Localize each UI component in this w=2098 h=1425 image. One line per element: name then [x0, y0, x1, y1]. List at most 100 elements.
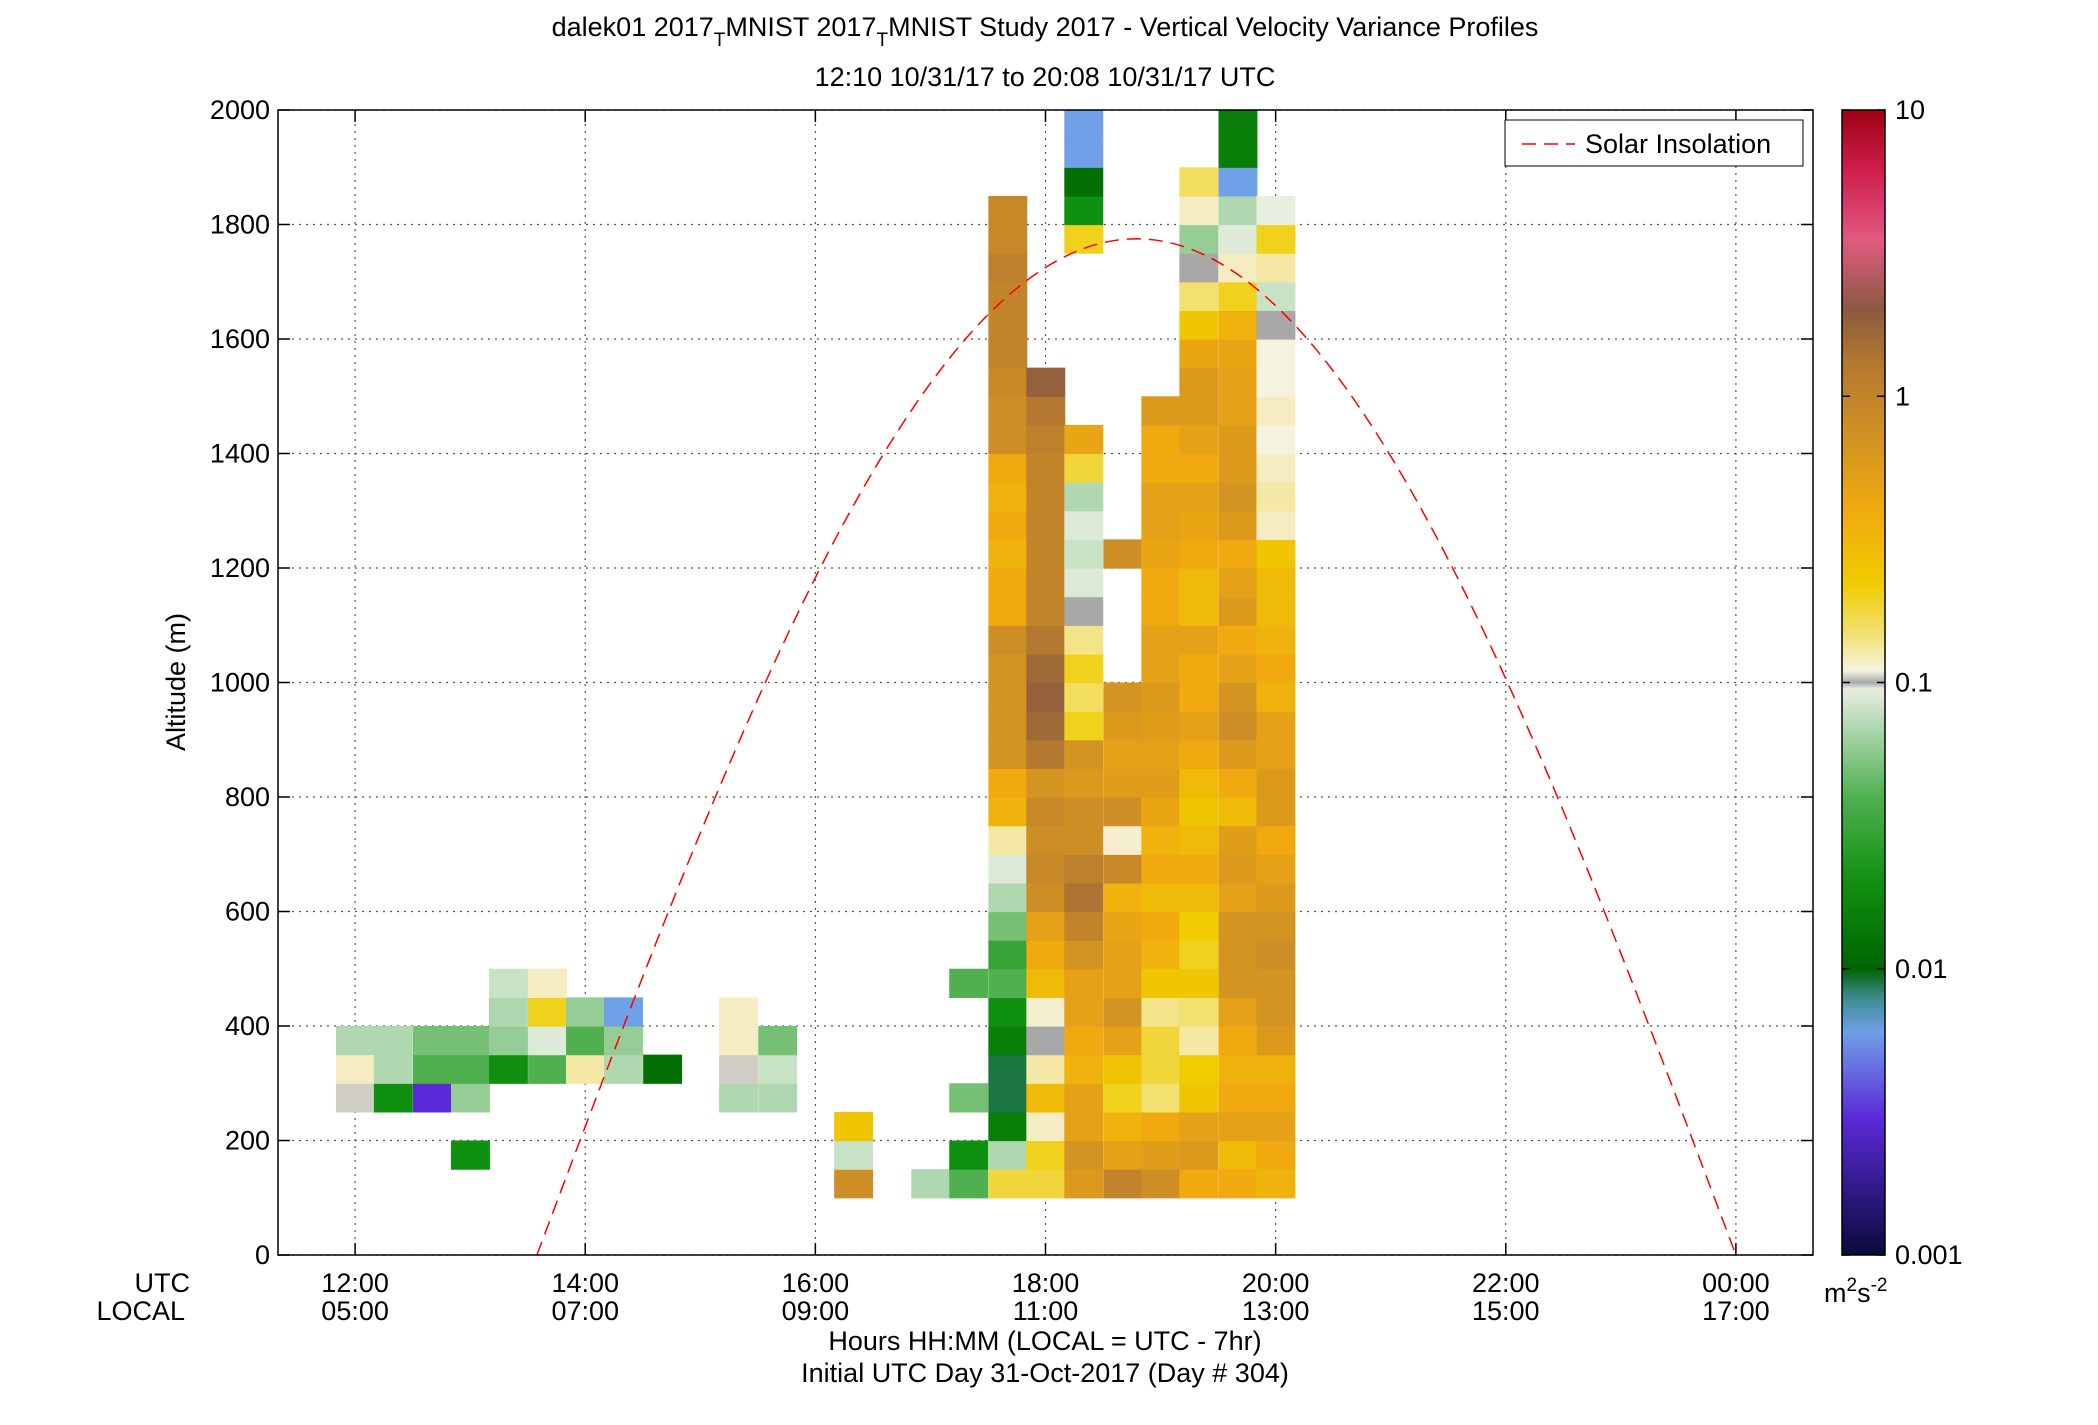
heatmap-cell	[1179, 854, 1219, 884]
heatmap-cell	[1218, 997, 1258, 1027]
heatmap-cell	[1218, 596, 1258, 626]
heatmap-cell	[1256, 854, 1296, 884]
heatmap-cell	[1218, 110, 1258, 140]
heatmap-cell	[450, 1054, 490, 1084]
heatmap-cell	[1026, 482, 1066, 512]
heatmap-cell	[988, 281, 1028, 311]
heatmap-cell	[1103, 940, 1143, 970]
heatmap-cell	[528, 997, 568, 1027]
y-tick-label: 1200	[210, 553, 270, 583]
x-tick-label-utc: 18:00	[1012, 1268, 1080, 1298]
heatmap-cell	[1064, 110, 1104, 140]
heatmap-cell	[413, 1054, 452, 1084]
heatmap-cell	[1026, 1026, 1066, 1056]
heatmap-cell	[1218, 167, 1258, 197]
heatmap-cell	[1218, 1026, 1258, 1056]
y-axis-label: Altitude (m)	[161, 613, 191, 751]
heatmap-cell	[1179, 711, 1219, 741]
heatmap-cell	[1103, 768, 1143, 798]
heatmap-cell	[1256, 424, 1296, 455]
title-subscript-2: T	[876, 30, 888, 51]
heatmap-cell	[488, 1054, 528, 1084]
heatmap-cell	[988, 711, 1028, 741]
heatmap-cell	[988, 1169, 1028, 1199]
heatmap-cell	[1103, 1140, 1143, 1170]
heatmap-cell	[1103, 825, 1143, 855]
heatmap-cell	[1064, 167, 1104, 197]
legend: Solar Insolation	[1504, 119, 1804, 167]
heatmap-cell	[988, 310, 1028, 340]
heatmap-cell	[1256, 1026, 1296, 1056]
heatmap-cell	[1256, 510, 1296, 540]
heatmap-cell	[1103, 997, 1143, 1027]
heatmap-cell	[1179, 424, 1219, 455]
heatmap-cell	[1026, 1054, 1066, 1084]
heatmap-cell	[1179, 281, 1219, 311]
heatmap-cell	[604, 1054, 643, 1084]
heatmap-cell	[604, 1026, 643, 1056]
heatmap-cell	[1179, 224, 1219, 254]
heatmap-cell	[719, 1054, 759, 1084]
heatmap-cell	[1141, 653, 1181, 684]
heatmap-cell	[949, 1083, 989, 1113]
heatmap-cell	[988, 482, 1028, 512]
heatmap-cell	[1026, 1169, 1066, 1199]
heatmap-cell	[1141, 1111, 1181, 1142]
heatmap-cell	[988, 653, 1028, 684]
heatmap-cell	[988, 1083, 1028, 1113]
heatmap-cell	[1179, 682, 1219, 712]
heatmap-cell	[1218, 682, 1258, 712]
colorbar: 0.001 0.01 0.1 1 10 m2s-2	[1824, 95, 1963, 1308]
heatmap-cell	[1179, 539, 1219, 569]
heatmap-cell	[1141, 739, 1181, 769]
heatmap-cell	[1179, 625, 1219, 655]
heatmap-cell	[1218, 1054, 1258, 1084]
heatmap-cell	[1179, 739, 1219, 769]
heatmap-cell	[413, 1026, 452, 1056]
heatmap-cell	[1256, 711, 1296, 741]
heatmap-cell	[1256, 253, 1296, 283]
heatmap-cell	[719, 1026, 759, 1056]
heatmap-cell	[450, 1140, 490, 1170]
heatmap-cell	[1179, 453, 1219, 483]
heatmap-cell	[1103, 1169, 1143, 1199]
heatmap-cell	[1103, 854, 1143, 884]
heatmap-cell	[988, 1140, 1028, 1170]
heatmap-cell	[1256, 940, 1296, 970]
heatmap-cell	[1064, 138, 1104, 168]
heatmap-cell	[1256, 1083, 1296, 1113]
heatmap-cell	[1064, 424, 1104, 455]
heatmap-cell	[1256, 1169, 1296, 1199]
x-tick-label-local: 05:00	[321, 1296, 389, 1326]
heatmap-cell	[1218, 281, 1258, 311]
heatmap-cell	[1141, 1054, 1181, 1084]
heatmap-cell	[1179, 195, 1219, 226]
x-tick-label-utc: 22:00	[1472, 1268, 1540, 1298]
heatmap-cell	[1256, 797, 1296, 827]
heatmap-cell	[1064, 940, 1104, 970]
heatmap-cell	[834, 1169, 874, 1199]
heatmap-cell	[988, 1026, 1028, 1056]
heatmap-cell	[988, 510, 1028, 540]
title-subscript-1: T	[714, 30, 726, 51]
heatmap-cell	[1218, 882, 1258, 913]
heatmap-cell	[1218, 424, 1258, 455]
heatmap-cell	[1026, 768, 1066, 798]
heatmap-cell	[1141, 396, 1181, 426]
heatmap-cell	[1256, 682, 1296, 712]
heatmap-cell	[1026, 739, 1066, 769]
heatmap-cell	[1064, 1083, 1104, 1113]
heatmap-cell	[1256, 539, 1296, 569]
heatmap-cell	[1026, 968, 1066, 998]
heatmap-cell	[1179, 797, 1219, 827]
heatmap-cell	[988, 797, 1028, 827]
heatmap-cell	[1064, 482, 1104, 512]
heatmap-cell	[1064, 224, 1104, 254]
heatmap-cell	[1141, 539, 1181, 569]
heatmap-cell	[1141, 854, 1181, 884]
heatmap-cell	[566, 997, 605, 1027]
heatmap-cell	[1141, 453, 1181, 483]
heatmap-cell	[988, 854, 1028, 884]
heatmap-cell	[335, 1054, 375, 1084]
heatmap-cell	[488, 997, 528, 1027]
